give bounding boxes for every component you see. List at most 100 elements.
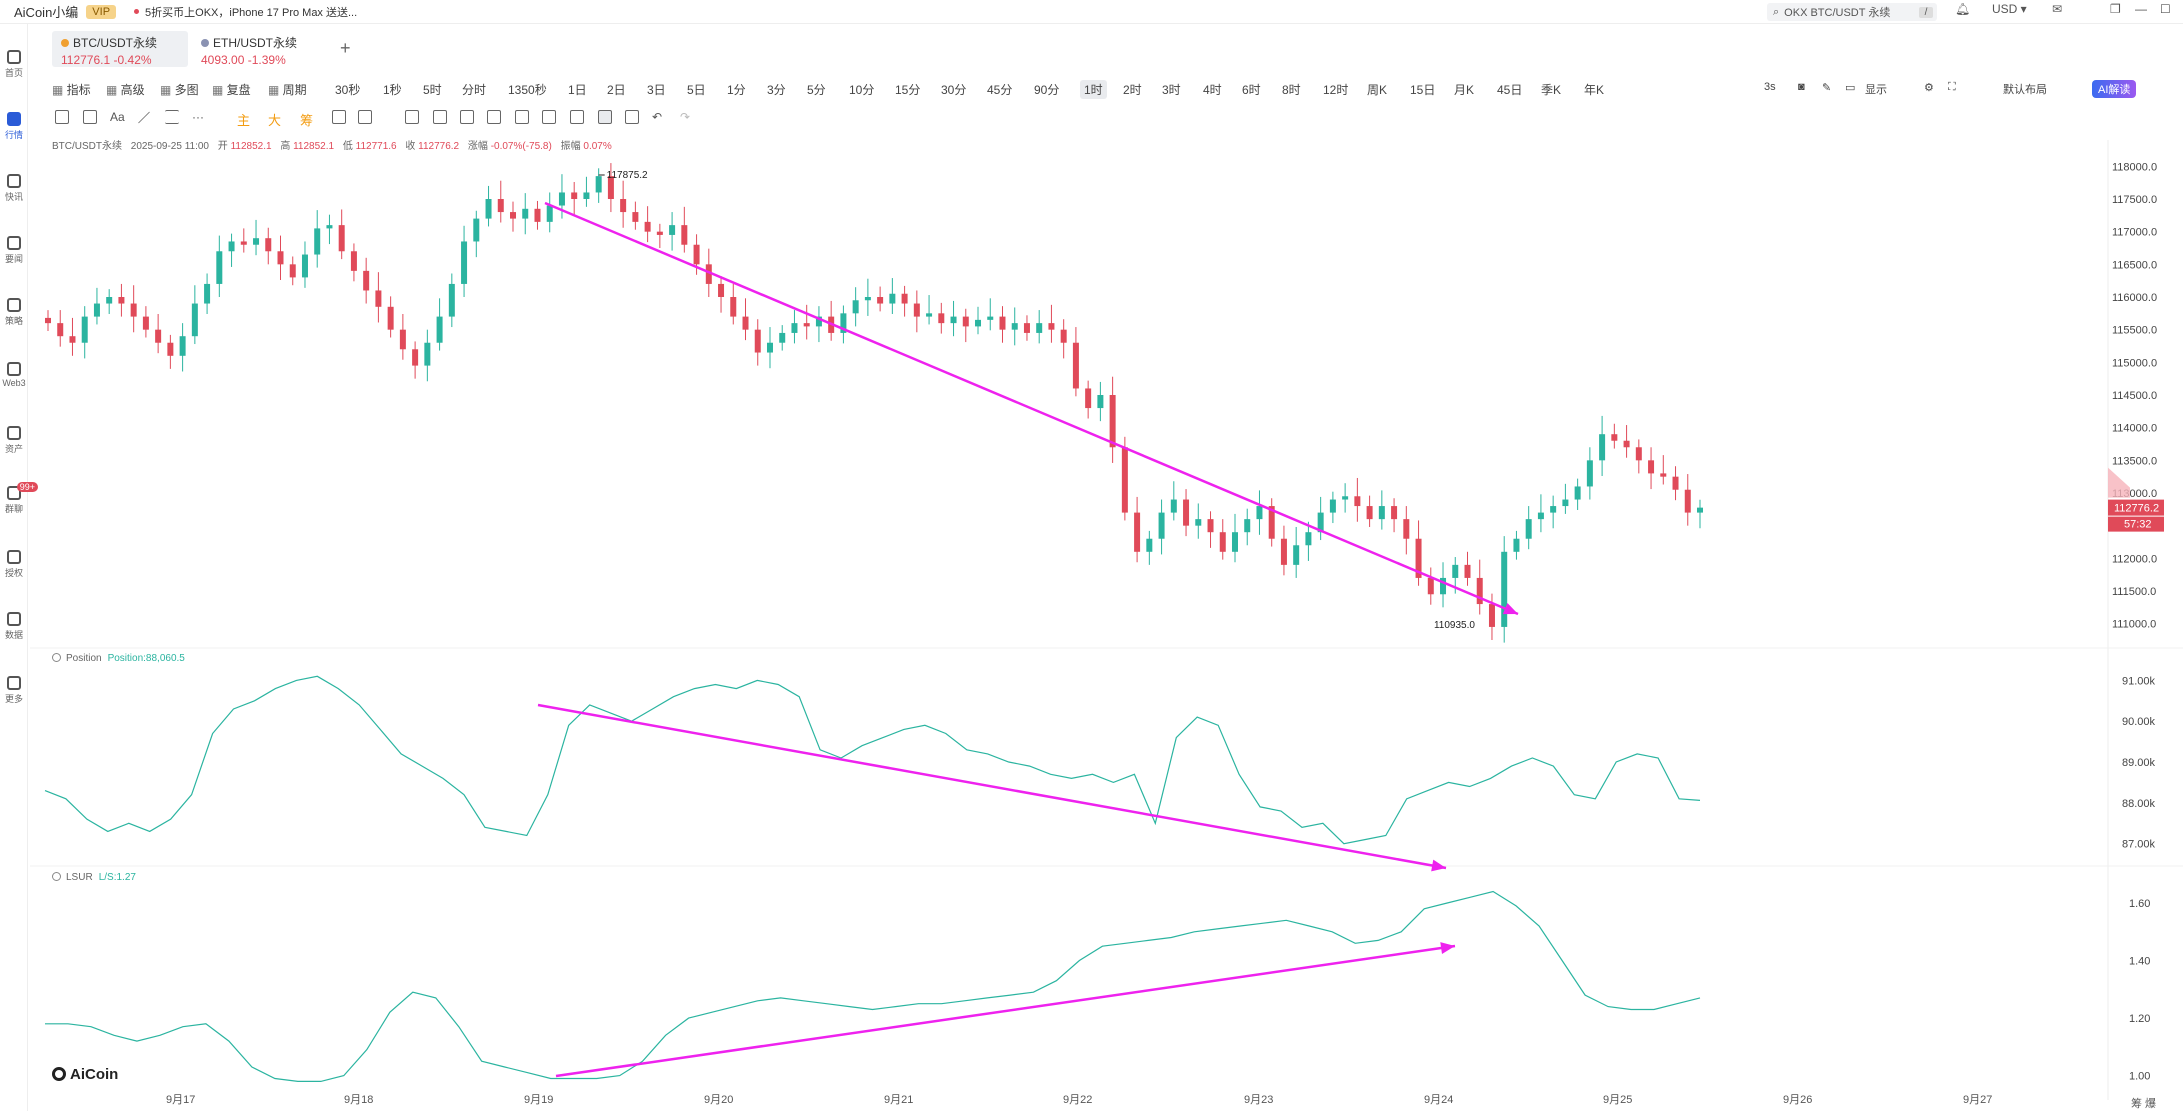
display-button[interactable]: 显示	[1865, 84, 1887, 96]
sidebar-item-6[interactable]: 资产	[0, 426, 28, 470]
lock-tool-icon[interactable]	[515, 110, 529, 124]
indicator-icon: ▦	[52, 83, 67, 97]
lsur-trend-arrow[interactable]	[555, 944, 1456, 1078]
interval-option[interactable]: 3时	[1162, 83, 1181, 97]
text-tool[interactable]: Aa	[110, 110, 125, 124]
redo-icon[interactable]: ↷	[680, 110, 691, 124]
toolbar-replay-button[interactable]: ▦ 复盘	[212, 81, 251, 98]
toolbar-indicator-button[interactable]: ▦ 指标	[52, 81, 91, 98]
settings-icon[interactable]: ⚙	[1924, 82, 1934, 94]
camera-icon[interactable]: ◙	[1798, 81, 1805, 93]
price-trend-arrow[interactable]	[544, 201, 1519, 616]
key-icon	[7, 550, 21, 564]
interval-option[interactable]: 6时	[1242, 83, 1261, 97]
toolbar-multi-chart-button[interactable]: ▦ 多图	[160, 81, 199, 98]
sidebar-item-0[interactable]: 首页	[0, 50, 28, 94]
interval-option[interactable]: 1日	[568, 83, 587, 97]
brand-name[interactable]: AiCoin小编	[14, 5, 79, 20]
interval-option[interactable]: 1350秒	[508, 83, 547, 97]
sidebar-item-8[interactable]: 授权	[0, 550, 28, 594]
bell-icon[interactable]: 🔔︎	[1955, 2, 1971, 16]
interval-option[interactable]: 月K	[1454, 83, 1475, 97]
more-tools-icon[interactable]: ···	[192, 110, 204, 124]
filter-tool-icon[interactable]	[598, 110, 612, 124]
tab-eth[interactable]: ETH/USDT永续 4093.00 -1.39%	[192, 31, 328, 67]
interval-option[interactable]: 分时	[462, 83, 487, 97]
interval-option[interactable]: 3分	[767, 83, 786, 97]
cursor-tool-icon[interactable]	[55, 110, 69, 124]
collapse-icon[interactable]	[52, 653, 61, 662]
sidebar-item-7[interactable]: 群聊 99+	[0, 482, 38, 530]
magnet-tool-icon[interactable]	[570, 110, 584, 124]
sidebar-item-9[interactable]: 数据	[0, 612, 28, 656]
ai-interpret-button[interactable]: AI解读	[2092, 80, 2137, 98]
interval-option[interactable]: 45分	[987, 83, 1013, 97]
search-icon: ⌕	[1773, 5, 1780, 18]
position-trend-arrow[interactable]	[537, 703, 1447, 870]
fib-tool-icon[interactable]	[487, 110, 501, 124]
interval-option[interactable]: 12时	[1323, 83, 1349, 97]
sidebar-item-3[interactable]: 要闻	[0, 236, 28, 280]
measure-tool-icon[interactable]	[358, 110, 372, 124]
sidebar-item-1[interactable]: 行情	[0, 112, 28, 156]
add-tab-button[interactable]: +	[340, 38, 351, 58]
interval-option[interactable]: 4时	[1203, 83, 1222, 97]
interval-option[interactable]: 年K	[1584, 83, 1605, 97]
interval-option[interactable]: 1时	[1080, 80, 1107, 99]
interval-option[interactable]: 2日	[607, 83, 626, 97]
hline-tool-icon[interactable]	[165, 110, 179, 124]
interval-option[interactable]: 3日	[647, 83, 666, 97]
interval-option[interactable]: 10分	[849, 83, 875, 97]
copy-tool-icon[interactable]	[405, 110, 419, 124]
search-box[interactable]: ⌕ OKX BTC/USDT 永续 /	[1767, 3, 1937, 21]
interval-option[interactable]: 周K	[1367, 83, 1388, 97]
minimize-icon[interactable]: —	[2135, 2, 2147, 16]
interval-option[interactable]: 30分	[941, 83, 967, 97]
vip-badge[interactable]: VIP	[86, 4, 117, 19]
pen-tool-icon[interactable]	[460, 110, 474, 124]
interval-option[interactable]: 1分	[727, 83, 746, 97]
refresh-rate-button[interactable]: 3s	[1764, 81, 1776, 93]
toolbar-period-button[interactable]: ▦ 周期	[268, 81, 307, 98]
time-axis-tick: 9月17	[166, 1094, 195, 1106]
interval-option[interactable]: 5分	[807, 83, 826, 97]
sidebar-item-10[interactable]: 更多	[0, 676, 28, 720]
trash-tool-icon[interactable]	[625, 110, 639, 124]
layer-tool-icon[interactable]	[332, 110, 346, 124]
interval-option[interactable]: 季K	[1541, 83, 1562, 97]
pen-icon[interactable]: ✎	[1822, 82, 1832, 94]
interval-option[interactable]: 8时	[1282, 83, 1301, 97]
corner-label[interactable]: 筹 爆	[2131, 1098, 2157, 1110]
sidebar-item-2[interactable]: 快讯	[0, 174, 28, 218]
brush-tool-icon[interactable]	[433, 110, 447, 124]
toolbar-advanced-button[interactable]: ▦ 高级	[106, 81, 145, 98]
interval-option[interactable]: 2时	[1123, 83, 1142, 97]
interval-option[interactable]: 15分	[895, 83, 921, 97]
window-icon[interactable]: ❐	[2110, 2, 2121, 16]
interval-option[interactable]: 30秒	[335, 83, 361, 97]
layout-button[interactable]: 默认布局	[2003, 84, 2047, 96]
news-ticker[interactable]: 5折买币上OKX，iPhone 17 Pro Max 送送...	[134, 4, 357, 20]
sidebar-item-5[interactable]: Web3	[0, 362, 28, 406]
interval-option[interactable]: 5时	[423, 83, 442, 97]
interval-option[interactable]: 15日	[1410, 83, 1436, 97]
time-axis-tick: 9月20	[704, 1094, 733, 1106]
mail-icon[interactable]: ✉	[2052, 2, 2063, 16]
top-bar: AiCoin小编 VIP 5折买币上OKX，iPhone 17 Pro Max …	[0, 0, 2183, 24]
interval-option[interactable]: 90分	[1034, 83, 1060, 97]
rect-tool-icon[interactable]	[83, 110, 97, 124]
frame-icon[interactable]: ▭	[1845, 82, 1856, 94]
candle-body	[1036, 323, 1043, 333]
interval-option[interactable]: 45日	[1497, 83, 1523, 97]
maximize-icon[interactable]: ☐	[2160, 2, 2171, 16]
collapse-icon[interactable]	[52, 872, 61, 881]
currency-select[interactable]: USD ▾	[1992, 2, 2027, 16]
undo-icon[interactable]: ↶	[652, 110, 663, 124]
edit-tool-icon[interactable]	[542, 110, 556, 124]
fullscreen-icon[interactable]: ⛶	[1948, 81, 1956, 93]
interval-option[interactable]: 5日	[687, 83, 706, 97]
interval-option[interactable]: 1秒	[383, 83, 402, 97]
tab-btc[interactable]: BTC/USDT永续 112776.1 -0.42%	[52, 31, 188, 67]
sidebar-item-4[interactable]: 策略	[0, 298, 28, 342]
